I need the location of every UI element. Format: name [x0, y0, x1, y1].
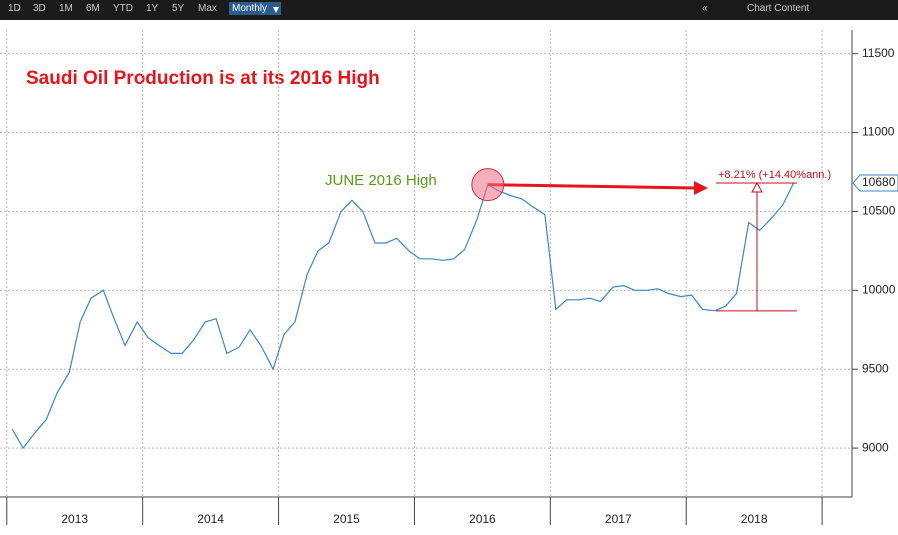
range-button[interactable]: 1D: [8, 3, 21, 14]
toolbar: 1D 3D 1M 6M YTD 1Y 5Y Max Monthly « Chart Content: [0, 0, 898, 20]
y-tick-label: 9500: [862, 361, 889, 375]
chart-title: Saudi Oil Production is at its 2016 High: [26, 68, 380, 89]
chart-content-button[interactable]: Chart Content: [747, 3, 810, 14]
y-tick-label: 11000: [862, 125, 895, 139]
dropdown-arrow[interactable]: [273, 7, 279, 13]
x-tick-label: 2015: [333, 512, 360, 526]
range-button[interactable]: 3D: [33, 3, 46, 14]
value-tag: [852, 174, 898, 192]
collapse-button[interactable]: «: [702, 3, 708, 14]
range-button[interactable]: 1Y: [146, 3, 159, 14]
highlight-arrow: [487, 183, 696, 190]
frequency-dropdown[interactable]: Monthly: [229, 2, 282, 15]
value-tag-label: 10680: [862, 175, 896, 189]
highlight-marker: [471, 168, 505, 202]
y-tick-label: 11500: [862, 46, 895, 60]
x-tick-label: 2014: [197, 512, 224, 526]
y-tick-label: 9000: [862, 440, 889, 454]
change-label: +8.21% (+14.40%ann.): [718, 169, 831, 181]
range-button[interactable]: 1M: [59, 3, 73, 14]
annotation-label: JUNE 2016 High: [325, 172, 437, 189]
y-tick-label: 10500: [862, 204, 896, 218]
chart: Saudi Oil Production is at its 2016 High…: [0, 30, 898, 526]
data-line: [11, 182, 795, 450]
arrow-head: [694, 181, 708, 195]
plot-bg: [0, 30, 852, 497]
x-tick-label: 2013: [61, 512, 88, 526]
x-tick-label: 2018: [741, 512, 768, 526]
range-button[interactable]: Max: [198, 3, 217, 14]
x-tick-label: 2017: [605, 512, 632, 526]
range-button[interactable]: 6M: [86, 3, 100, 14]
range-button[interactable]: 5Y: [172, 3, 185, 14]
range-button[interactable]: YTD: [113, 3, 133, 14]
x-tick-label: 2016: [469, 512, 496, 526]
y-tick-label: 10000: [862, 282, 896, 296]
measure-head: [751, 182, 763, 193]
